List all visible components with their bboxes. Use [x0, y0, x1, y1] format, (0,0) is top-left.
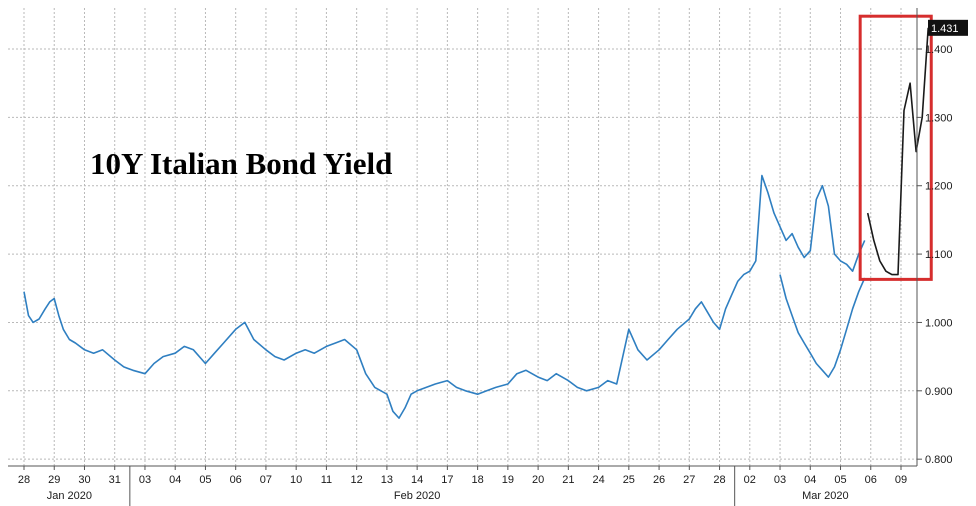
month-label: Jan 2020	[47, 490, 92, 502]
x-tick-label: 12	[351, 474, 363, 486]
x-tick-label: 29	[48, 474, 60, 486]
x-tick-label: 30	[78, 474, 90, 486]
y-tick-label: 1.400	[925, 44, 953, 56]
chart-title: 10Y Italian Bond Yield	[90, 146, 392, 181]
x-tick-label: 13	[381, 474, 393, 486]
grid	[8, 8, 917, 466]
x-tick-label: 25	[623, 474, 635, 486]
x-tick-label: 04	[804, 474, 816, 486]
y-tick-label: 0.800	[925, 454, 953, 466]
x-tick-label: 21	[562, 474, 574, 486]
x-tick-label: 03	[774, 474, 786, 486]
month-label: Feb 2020	[394, 490, 440, 502]
x-tick-label: 31	[109, 474, 121, 486]
x-tick-label: 28	[18, 474, 30, 486]
x-tick-label: 20	[532, 474, 544, 486]
y-tick-label: 1.100	[925, 249, 953, 261]
y-tick-label: 1.300	[925, 112, 953, 124]
x-tick-label: 28	[713, 474, 725, 486]
x-tick-label: 05	[834, 474, 846, 486]
y-tick-label: 1.200	[925, 181, 953, 193]
series-line-2	[866, 27, 929, 276]
x-tick-label: 02	[744, 474, 756, 486]
series-layer	[23, 14, 933, 419]
month-label: Mar 2020	[802, 490, 848, 502]
x-tick-label: 18	[471, 474, 483, 486]
last-value-badge: 1.431	[928, 19, 968, 36]
x-tick-label: 19	[502, 474, 514, 486]
x-tick-label: 10	[290, 474, 302, 486]
x-tick-label: 06	[230, 474, 242, 486]
x-tick-label: 11	[321, 474, 332, 486]
x-tick-label: 07	[260, 474, 272, 486]
x-tick-label: 24	[592, 474, 604, 486]
x-tick-label: 27	[683, 474, 695, 486]
x-tick-label: 26	[653, 474, 665, 486]
axes: 28 29 30 31 03 04 05 06 07 10 11 12 13 14 17 18 19 20 21 24…	[8, 8, 953, 506]
x-tick-label: 04	[169, 474, 181, 486]
series-line-0	[23, 174, 866, 419]
x-tick-label: 03	[139, 474, 151, 486]
x-tick-label: 06	[865, 474, 877, 486]
series-line-1	[779, 274, 866, 378]
x-tick-label: 14	[411, 474, 423, 486]
y-tick-label: 0.900	[925, 386, 953, 398]
last-value-badge-bg	[928, 19, 968, 36]
x-tick-label: 17	[441, 474, 453, 486]
y-tick-label: 1.000	[925, 317, 953, 329]
x-tick-label: 09	[895, 474, 907, 486]
x-tick-label: 05	[199, 474, 211, 486]
last-value-label: 1.431	[931, 23, 959, 35]
highlight-box	[858, 14, 933, 281]
